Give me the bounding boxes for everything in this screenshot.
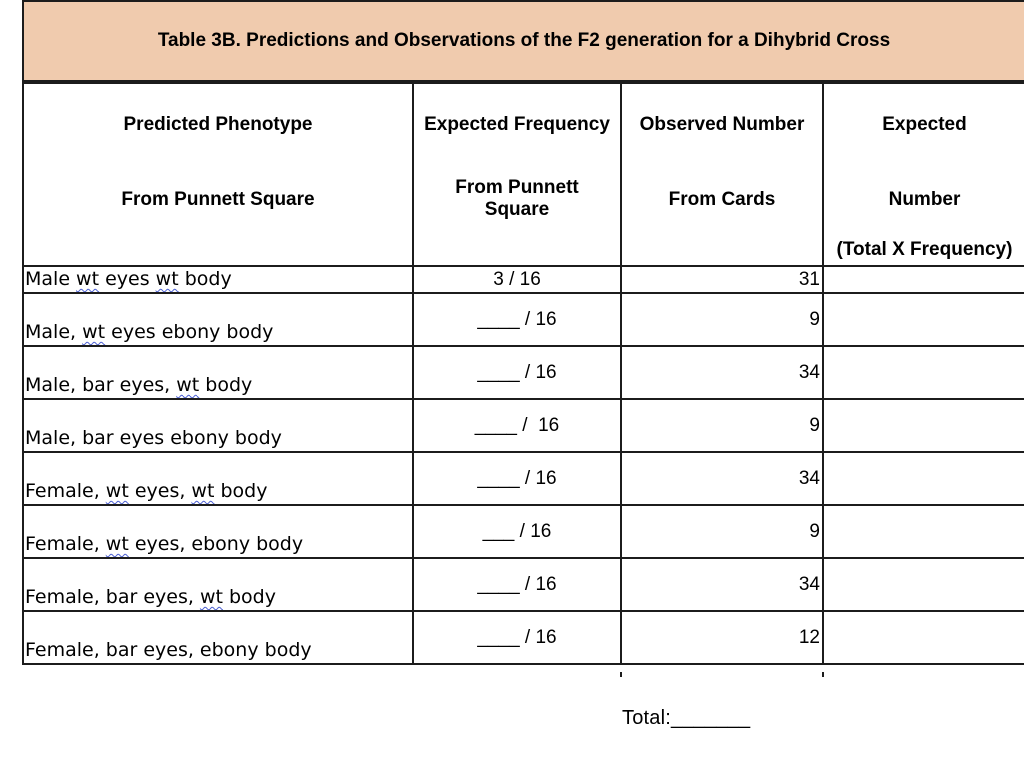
frequency-cell[interactable]: ____ / 16 <box>412 292 622 347</box>
misspelled-word: wt <box>76 268 100 290</box>
header-row: Predicted Phenotype From Punnett Square … <box>22 82 1024 267</box>
phenotype-text: Male, bar eyes, <box>25 374 177 396</box>
phenotype-text: eyes <box>99 268 156 290</box>
header-expected-number: Expected Number (Total X Frequency) <box>822 82 1024 267</box>
header-observed-number: Observed Number From Cards <box>620 82 824 267</box>
misspelled-word: wt <box>82 321 106 343</box>
phenotype-text: body <box>178 268 232 290</box>
phenotype-text: body <box>222 586 276 608</box>
misspelled-word: wt <box>105 480 129 502</box>
phenotype-cell: Female, bar eyes, wt body <box>22 557 414 612</box>
phenotype-cell: Male, wt eyes ebony body <box>22 292 414 347</box>
expected-cell[interactable] <box>822 292 1024 347</box>
header-line: From Cards <box>668 189 776 210</box>
table-row: Male, bar eyes, wt body ____ / 16 34 <box>22 345 1024 400</box>
phenotype-text: eyes ebony body <box>105 321 274 343</box>
phenotype-cell: Female, wt eyes, ebony body <box>22 504 414 559</box>
header-line: Expected <box>882 114 967 135</box>
frequency-cell[interactable]: ____ / 16 <box>412 451 622 506</box>
observed-cell: 9 <box>620 398 824 453</box>
expected-cell[interactable] <box>822 557 1024 612</box>
column-border-stub <box>620 672 622 677</box>
misspelled-word: wt <box>176 374 200 396</box>
phenotype-text: Female, <box>25 533 106 555</box>
expected-cell[interactable] <box>822 345 1024 400</box>
table-row: Female, wt eyes, ebony body ___ / 16 9 <box>22 504 1024 559</box>
table-row: Male wt eyes wt body 3 / 16 31 <box>22 265 1024 294</box>
table-row: Female, wt eyes, wt body ____ / 16 34 <box>22 451 1024 506</box>
table-row: Female, bar eyes, ebony body ____ / 16 12 <box>22 610 1024 665</box>
worksheet-page: Table 3B. Predictions and Observations o… <box>22 0 1024 768</box>
header-line: Observed Number <box>639 114 805 135</box>
phenotype-text: Male, bar eyes ebony body <box>25 427 282 449</box>
observed-cell: 9 <box>620 292 824 347</box>
header-line: Number <box>888 189 961 210</box>
observed-cell: 31 <box>620 265 824 294</box>
observed-cell: 12 <box>620 610 824 665</box>
phenotype-text: eyes, <box>128 480 192 502</box>
column-border-stub <box>822 672 824 677</box>
header-expected-frequency: Expected Frequency From Punnett Square <box>412 82 622 267</box>
table-row: Male, bar eyes ebony body ____ / 16 9 <box>22 398 1024 453</box>
phenotype-cell: Female, wt eyes, wt body <box>22 451 414 506</box>
dihybrid-cross-table: Predicted Phenotype From Punnett Square … <box>22 82 1024 665</box>
phenotype-cell: Male, bar eyes, wt body <box>22 345 414 400</box>
header-line: Predicted Phenotype <box>123 114 313 135</box>
frequency-cell[interactable]: ____ / 16 <box>412 610 622 665</box>
table-row: Female, bar eyes, wt body ____ / 16 34 <box>22 557 1024 612</box>
header-line: From Punnett Square <box>121 189 315 210</box>
observed-cell: 34 <box>620 345 824 400</box>
observed-cell: 34 <box>620 557 824 612</box>
expected-cell[interactable] <box>822 504 1024 559</box>
frequency-cell[interactable]: ____ / 16 <box>412 557 622 612</box>
phenotype-text: eyes, ebony body <box>128 533 304 555</box>
phenotype-text: body <box>199 374 253 396</box>
header-line: (Total X Frequency) <box>836 239 1013 260</box>
phenotype-text: Female, bar eyes, <box>25 586 200 608</box>
frequency-cell[interactable]: ____ / 16 <box>412 345 622 400</box>
header-line: Expected Frequency <box>424 114 610 135</box>
header-line: Square <box>484 199 550 220</box>
observed-cell: 34 <box>620 451 824 506</box>
expected-cell[interactable] <box>822 265 1024 294</box>
expected-cell[interactable] <box>822 398 1024 453</box>
phenotype-text: Female, <box>25 480 106 502</box>
expected-cell[interactable] <box>822 610 1024 665</box>
phenotype-text: Male, <box>25 321 83 343</box>
phenotype-text: body <box>214 480 268 502</box>
table-title-band: Table 3B. Predictions and Observations o… <box>22 0 1024 82</box>
phenotype-cell: Male wt eyes wt body <box>22 265 414 294</box>
frequency-cell[interactable]: ___ / 16 <box>412 504 622 559</box>
misspelled-word: wt <box>199 586 223 608</box>
phenotype-cell: Male, bar eyes ebony body <box>22 398 414 453</box>
table-row: Male, wt eyes ebony body ____ / 16 9 <box>22 292 1024 347</box>
table-title: Table 3B. Predictions and Observations o… <box>157 30 891 51</box>
total-field[interactable]: Total:_______ <box>622 707 751 729</box>
misspelled-word: wt <box>191 480 215 502</box>
frequency-cell[interactable]: 3 / 16 <box>412 265 622 294</box>
table-body: Male wt eyes wt body 3 / 16 31 Male, wt eye… <box>22 265 1024 665</box>
header-predicted-phenotype: Predicted Phenotype From Punnett Square <box>22 82 414 267</box>
observed-cell: 9 <box>620 504 824 559</box>
misspelled-word: wt <box>105 533 129 555</box>
phenotype-text: Male <box>25 268 77 290</box>
phenotype-cell: Female, bar eyes, ebony body <box>22 610 414 665</box>
misspelled-word: wt <box>155 268 179 290</box>
header-line: From Punnett <box>455 177 579 198</box>
phenotype-text: Female, bar eyes, ebony body <box>25 639 312 661</box>
expected-cell[interactable] <box>822 451 1024 506</box>
frequency-cell[interactable]: ____ / 16 <box>412 398 622 453</box>
